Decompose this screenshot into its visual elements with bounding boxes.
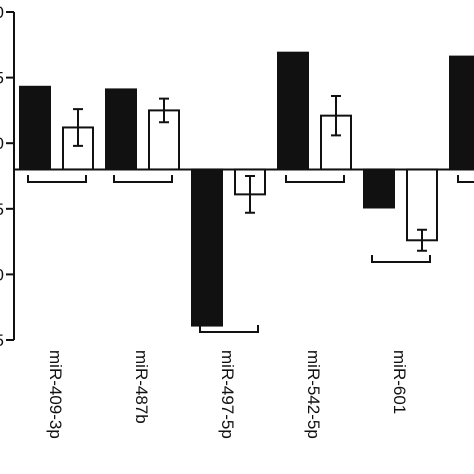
bracket xyxy=(457,175,474,183)
error-bar xyxy=(73,108,83,147)
bracket xyxy=(113,175,173,183)
y-tick-label: 0 xyxy=(0,3,4,22)
bar xyxy=(191,168,223,327)
error-bar xyxy=(417,228,427,252)
x-tick-label: miR-409-3p xyxy=(46,350,65,439)
bracket xyxy=(371,255,431,263)
y-tick-label: 0 xyxy=(0,134,4,153)
error-bar xyxy=(245,175,255,214)
bar xyxy=(105,88,137,171)
x-tick-label: miR-542-5p xyxy=(304,350,323,439)
bar xyxy=(277,51,309,171)
x-tick-label: miR-497-5p xyxy=(218,350,237,439)
error-bar xyxy=(331,94,341,137)
y-tick-label: 5 xyxy=(0,200,4,219)
bracket xyxy=(199,325,259,333)
y-tick-label: 5 xyxy=(0,331,4,350)
x-tick-label: miR-601 xyxy=(390,350,409,414)
bar xyxy=(19,85,51,171)
y-tick-label: 5 xyxy=(0,69,4,88)
bracket xyxy=(27,175,87,183)
error-bar xyxy=(159,97,169,124)
x-tick-label: miR-487b xyxy=(132,350,151,424)
bracket xyxy=(285,175,345,183)
y-tick-label: 0 xyxy=(0,265,4,284)
bar xyxy=(449,55,474,171)
bar xyxy=(363,168,395,209)
bar xyxy=(406,168,438,242)
